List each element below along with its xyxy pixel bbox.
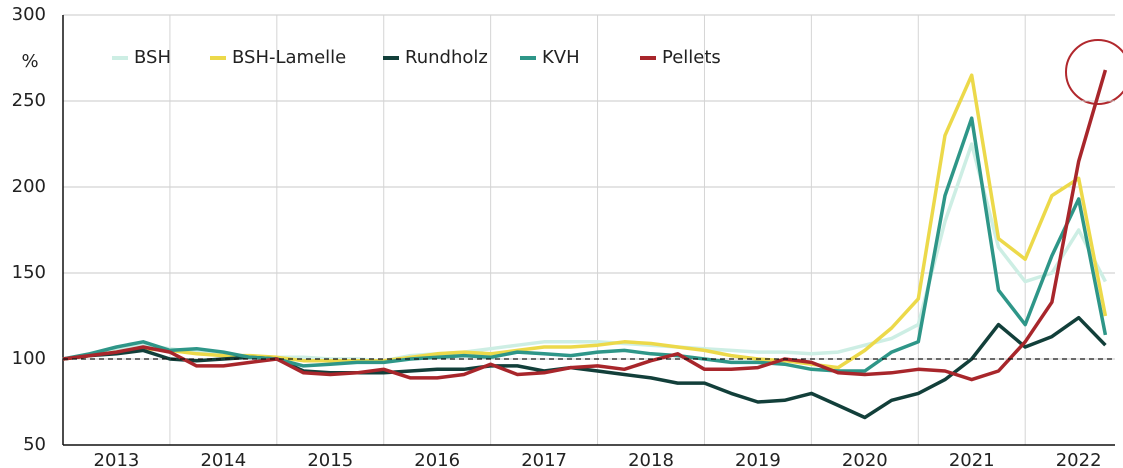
x-tick-label: 2019 [735,450,781,468]
x-tick-label: 2013 [94,450,140,468]
x-tick-label: 2014 [200,450,246,468]
x-tick-label: 2021 [949,450,995,468]
y-tick-label: 150 [12,262,46,283]
x-tick-label: 2018 [628,450,674,468]
x-tick-label: 2017 [521,450,567,468]
legend-label: Pellets [662,47,721,68]
legend-label: Rundholz [405,47,488,68]
y-axis-label: % [21,51,38,72]
y-tick-label: 250 [12,90,46,111]
y-tick-label: 100 [12,348,46,369]
y-tick-label: 50 [23,434,46,455]
series-line [62,73,1108,370]
y-tick-label: 200 [12,176,46,197]
x-tick-label: 2020 [842,450,888,468]
y-tick-label: 300 [12,4,46,25]
legend-label: BSH [134,47,171,68]
x-tick-label: 2016 [414,450,460,468]
highlight-circle [1065,39,1123,105]
x-tick-label: 2015 [307,450,353,468]
series-line [62,315,1107,420]
legend-label: KVH [542,47,580,68]
series-line [62,142,1107,363]
series-line [62,116,1108,373]
x-tick-label: 2022 [1056,450,1102,468]
legend-label: BSH-Lamelle [232,47,346,68]
series-line [62,69,1108,382]
